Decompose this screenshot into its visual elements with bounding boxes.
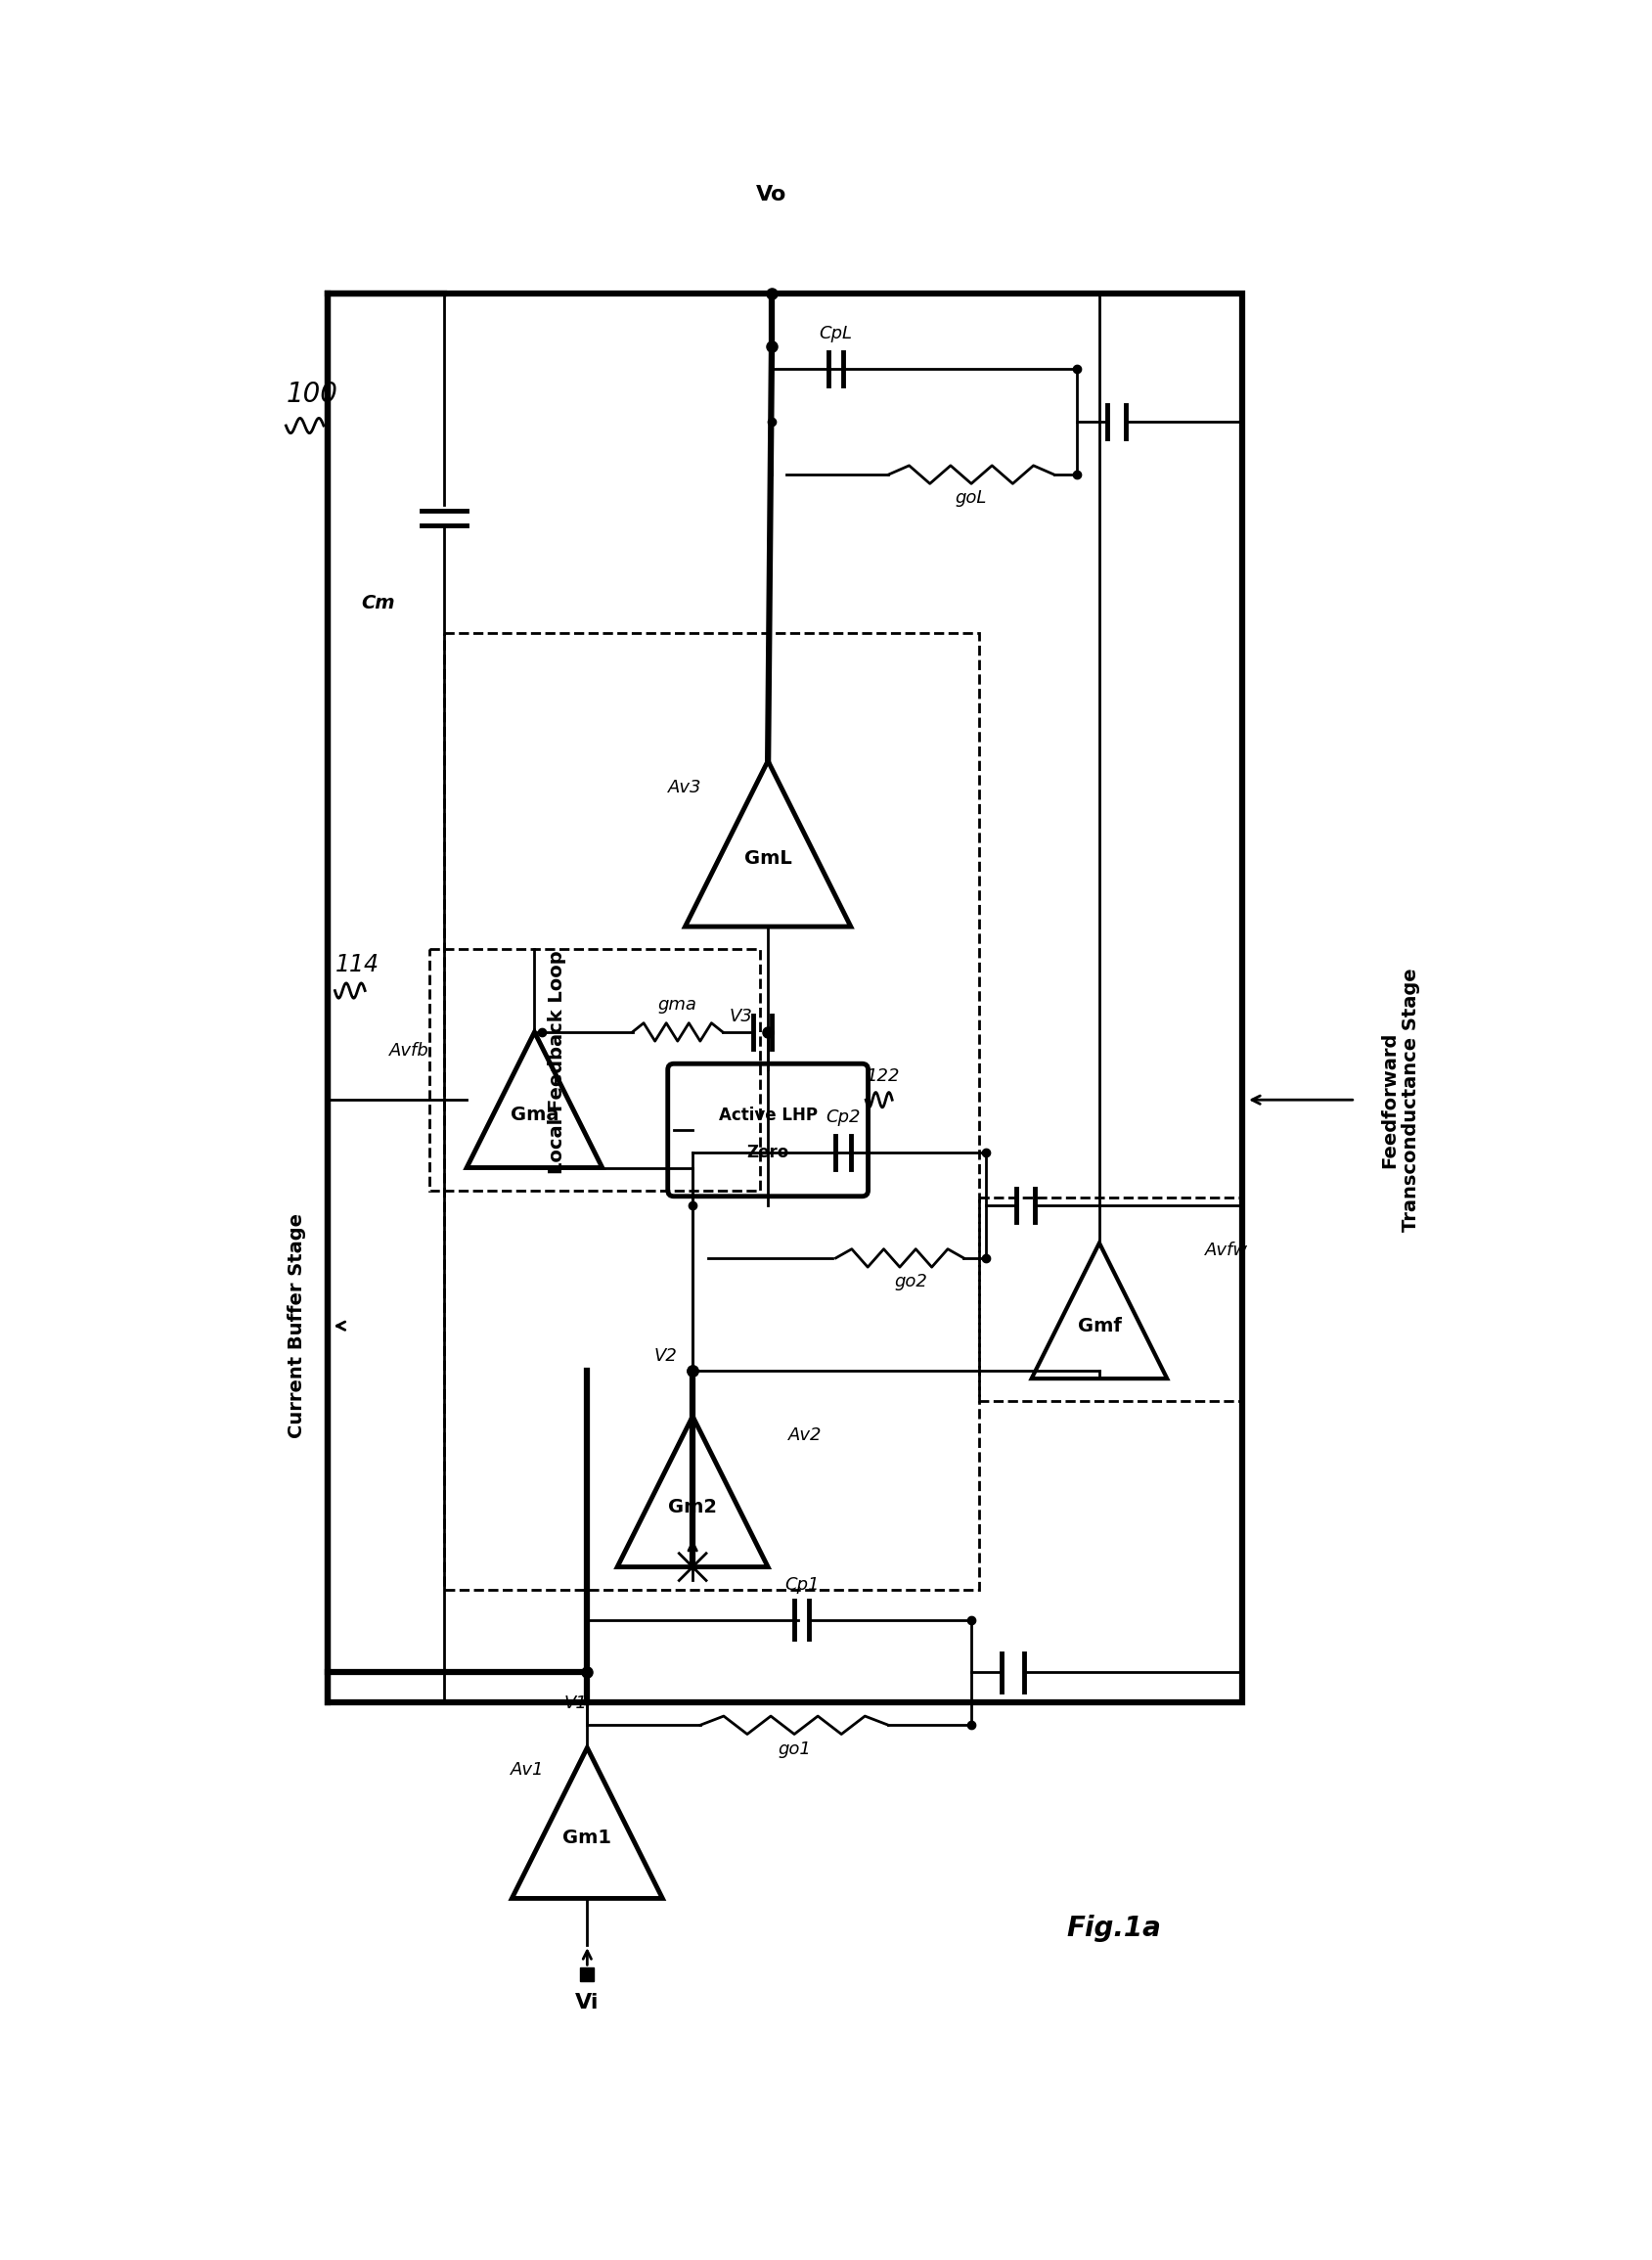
Text: V3: V3 [730, 1008, 753, 1026]
Text: gma: gma [657, 997, 697, 1012]
Text: Vi: Vi [575, 1993, 600, 2011]
Text: 122: 122 [866, 1067, 900, 1085]
Text: V1: V1 [565, 1695, 588, 1713]
Text: go1: go1 [778, 1740, 811, 1758]
Text: Vo: Vo [757, 185, 786, 206]
Bar [765, 235, 778, 249]
Bar [580, 1968, 595, 1982]
Text: 114: 114 [335, 954, 378, 976]
Text: Local Feedback Loop: Local Feedback Loop [548, 951, 567, 1173]
Bar [327, 294, 1242, 1702]
Text: Current Buffer Stage: Current Buffer Stage [287, 1214, 307, 1437]
Text: Avfw: Avfw [1204, 1241, 1247, 1259]
Text: Cp2: Cp2 [826, 1110, 861, 1125]
Text: Active LHP: Active LHP [719, 1105, 818, 1123]
Text: Feedforward
Transconductance Stage: Feedforward Transconductance Stage [1381, 967, 1421, 1232]
Text: go2: go2 [894, 1272, 928, 1290]
Text: Av1: Av1 [510, 1761, 544, 1779]
Text: Gma: Gma [510, 1105, 558, 1123]
Text: Gm2: Gm2 [667, 1498, 717, 1516]
Text: Avfb: Avfb [390, 1042, 430, 1060]
Text: Av2: Av2 [788, 1426, 823, 1444]
Text: Cm: Cm [362, 594, 395, 612]
Text: Av3: Av3 [667, 777, 702, 796]
Bar [980, 1198, 1242, 1401]
Text: Fig.1a: Fig.1a [1067, 1914, 1161, 1941]
Text: GmL: GmL [743, 850, 791, 868]
Text: Gm1: Gm1 [563, 1828, 611, 1846]
Text: Cp1: Cp1 [785, 1575, 819, 1593]
Bar [430, 949, 760, 1191]
Text: CpL: CpL [819, 325, 852, 344]
Bar [444, 633, 980, 1589]
Text: goL: goL [955, 490, 988, 506]
Text: 100: 100 [286, 380, 337, 407]
Text: Zero: Zero [747, 1144, 790, 1162]
Text: Gmf: Gmf [1077, 1318, 1122, 1336]
Text: V2: V2 [654, 1347, 677, 1365]
